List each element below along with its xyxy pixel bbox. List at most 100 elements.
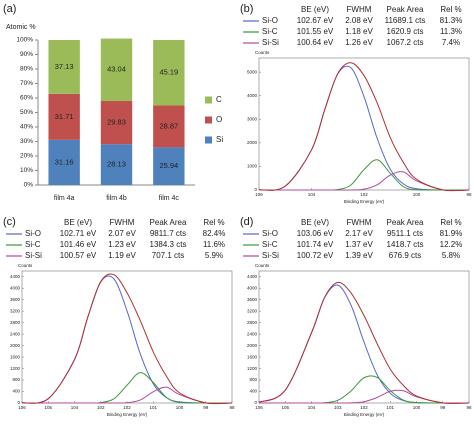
x-tick-label: 98 <box>229 405 235 410</box>
spectrum-line <box>22 372 233 404</box>
spectrum-line <box>258 171 470 192</box>
spectrum-line <box>258 65 470 191</box>
table-header: Peak Area <box>387 5 424 14</box>
spectrum-line <box>21 275 233 404</box>
table-cell: 1.37 eV <box>345 240 373 249</box>
y-tick-label: 400 <box>12 389 20 394</box>
y-tick-label: 800 <box>249 377 257 382</box>
data-label: 45.19 <box>159 68 178 77</box>
y-tick-label: 3000 <box>247 116 258 121</box>
y-tick-label: 30% <box>20 138 33 145</box>
table-header: Peak Area <box>387 218 424 227</box>
x-tick-label: 99 <box>440 405 446 410</box>
legend-label: Si-C <box>262 240 278 249</box>
x-tick-label: 104 <box>308 405 316 410</box>
table-cell: 11.3% <box>440 27 462 36</box>
y-tick-label: 400 <box>249 389 257 394</box>
table-cell: 5.9% <box>205 251 223 260</box>
x-tick-label: film 4a <box>54 195 75 202</box>
x-tick-label: 104 <box>71 405 79 410</box>
legend-label: O <box>216 115 222 124</box>
x-tick-label: film 4c <box>159 195 180 202</box>
y-tick-label: 4000 <box>247 285 258 290</box>
bar-segment <box>153 105 185 148</box>
y-tick-label: 800 <box>12 377 20 382</box>
table-cell: 102.71 eV <box>60 229 97 238</box>
y-tick-label: 2000 <box>247 343 258 348</box>
x-tick-label: 100 <box>413 192 421 197</box>
legend-label: Si-O <box>262 229 278 238</box>
x-tick-label: 104 <box>308 192 316 197</box>
y-tick-label: 2800 <box>10 320 21 325</box>
y-tick-label: 3600 <box>10 297 21 302</box>
y-axis-title: Atomic % <box>6 24 36 31</box>
table-cell: 100.57 eV <box>60 251 97 260</box>
data-label: 28.87 <box>159 121 178 130</box>
y-tick-label: 0 <box>17 400 20 405</box>
table-cell: 5.8% <box>442 251 460 260</box>
x-tick-label: 101 <box>149 405 157 410</box>
data-label: 28.13 <box>107 160 126 169</box>
legend-label: Si-O <box>25 229 41 238</box>
bar-segment <box>153 147 185 185</box>
table-cell: 9811.7 cts <box>150 229 186 238</box>
spectrum-line <box>258 159 470 191</box>
y-tick-label: 60% <box>20 95 33 102</box>
table-header: Rel % <box>440 5 461 14</box>
table-header: BE (eV) <box>64 218 92 227</box>
legend-swatch <box>205 96 212 104</box>
data-label: 37.13 <box>55 62 74 71</box>
x-tick-label: 98 <box>466 192 472 197</box>
table-cell: 1620.9 cts <box>387 27 424 36</box>
table-cell: 12.2% <box>440 240 463 249</box>
legend-label: C <box>216 95 222 104</box>
x-tick-label: 105 <box>281 405 289 410</box>
data-label: 43.04 <box>107 65 126 74</box>
x-tick-label: 103 <box>97 405 105 410</box>
table-cell: 1.19 eV <box>108 251 136 260</box>
data-label: 31.71 <box>55 112 74 121</box>
table-cell: 1.23 eV <box>108 240 136 249</box>
x-axis-title: Binding Energy (eV) <box>107 412 148 417</box>
plot-frame <box>21 270 233 404</box>
y-axis-title: Counts <box>255 263 270 268</box>
table-cell: 1418.7 cts <box>387 240 424 249</box>
table-header: FWHM <box>347 5 372 14</box>
table-cell: 101.74 eV <box>297 240 334 249</box>
y-tick-label: 80% <box>20 66 33 73</box>
legend-label: Si <box>216 135 223 144</box>
table-cell: 707.1 cts <box>152 251 184 260</box>
table-cell: 82.4% <box>203 229 226 238</box>
table-cell: 1067.2 cts <box>387 38 424 47</box>
y-tick-label: 40% <box>20 124 33 131</box>
table-header: BE (eV) <box>301 5 329 14</box>
y-tick-label: 1600 <box>10 354 21 359</box>
bar-segment <box>48 139 80 185</box>
table-cell: 100.72 eV <box>297 251 334 260</box>
table-header: FWHM <box>347 218 372 227</box>
x-tick-label: 106 <box>18 405 26 410</box>
bar-segment <box>48 40 80 94</box>
plot-frame <box>258 270 470 404</box>
panel-label: (a) <box>3 3 16 15</box>
data-label: 29.83 <box>107 118 126 127</box>
table-cell: 101.55 eV <box>297 27 334 36</box>
x-tick-label: 101 <box>386 405 394 410</box>
table-cell: 81.9% <box>440 229 463 238</box>
table-cell: 1.39 eV <box>345 251 373 260</box>
y-tick-label: 50% <box>20 109 33 116</box>
x-tick-label: 98 <box>466 405 472 410</box>
table-cell: 81.3% <box>440 16 463 25</box>
panel-label: (d) <box>240 216 253 228</box>
x-axis-title: Binding Energy (eV) <box>344 199 385 204</box>
y-tick-label: 4400 <box>10 274 21 279</box>
table-cell: 1384.3 cts <box>150 240 187 249</box>
y-tick-label: 2000 <box>247 140 258 145</box>
bar-segment <box>100 38 133 101</box>
table-header: Rel % <box>440 218 461 227</box>
table-cell: 2.08 eV <box>345 16 373 25</box>
y-tick-label: 2400 <box>10 331 21 336</box>
table-cell: 1.18 eV <box>345 27 373 36</box>
bar-segment <box>100 144 133 185</box>
